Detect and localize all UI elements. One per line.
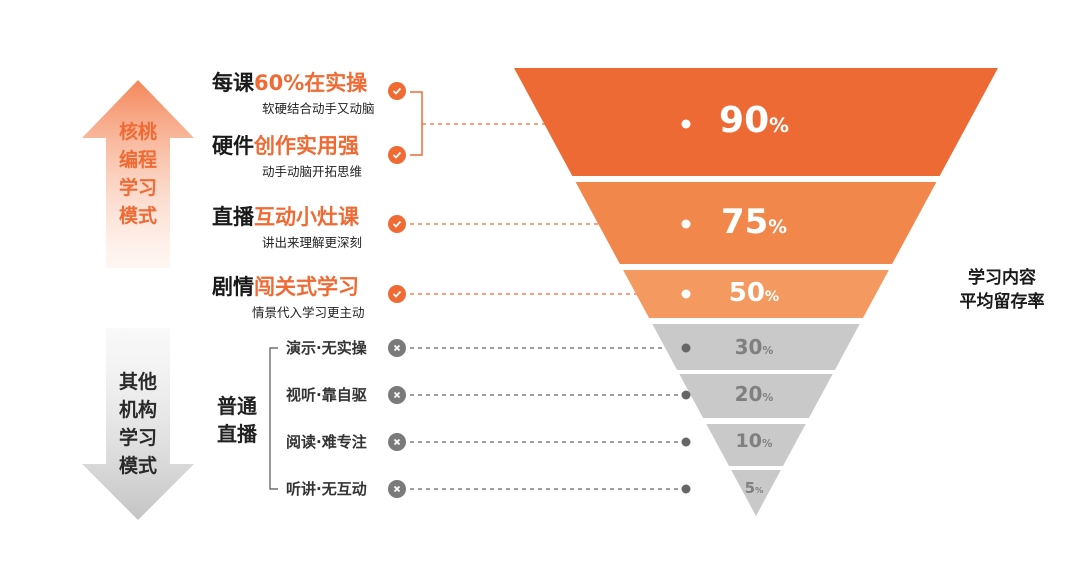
feature-highlight: 互动小灶课 <box>254 205 359 229</box>
feature-title: 直播互动小灶课 <box>212 204 359 230</box>
funnel-unit: % <box>762 344 774 357</box>
funnel-unit: % <box>768 217 788 238</box>
funnel-band <box>652 324 860 370</box>
check-icon <box>388 146 406 164</box>
funnel-value: 75 <box>720 202 769 242</box>
funnel-value-label: 10% <box>684 430 824 452</box>
top-arrow-label: 核桃 编程 学习 模式 <box>98 118 178 230</box>
normal-item-label: 演示·无实操 <box>286 339 367 357</box>
funnel-unit: % <box>769 114 789 137</box>
normal-group-line: 直播 <box>217 422 257 446</box>
retention-rate-line: 平均留存率 <box>959 292 1045 312</box>
normal-group-label: 普通 直播 <box>212 392 262 448</box>
check-icon <box>388 82 406 100</box>
funnel-band <box>679 374 833 418</box>
feature-title: 每课60%在实操 <box>212 70 367 96</box>
bracket <box>410 91 423 156</box>
funnel-value-label: 75% <box>684 202 824 242</box>
cross-icon <box>388 339 406 357</box>
feature-title: 剧情闯关式学习 <box>212 274 359 300</box>
funnel-value: 50 <box>728 278 765 308</box>
normal-item-label: 视听·靠自驱 <box>286 386 367 404</box>
funnel-unit: % <box>761 438 773 450</box>
funnel-band <box>706 424 806 466</box>
funnel-unit: % <box>764 289 780 305</box>
check-icon <box>388 215 406 233</box>
funnel-value: 90 <box>719 100 770 141</box>
funnel-value: 5 <box>744 479 756 497</box>
feature-prefix: 硬件 <box>212 134 254 158</box>
feature-highlight: 60%在实操 <box>254 71 368 95</box>
bottom-arrow-line: 学习 <box>118 427 157 449</box>
connector-dot <box>681 390 691 400</box>
funnel-band <box>731 470 781 516</box>
normal-item-label: 听讲·无互动 <box>286 480 367 498</box>
down-arrow <box>82 328 194 520</box>
normal-group-line: 普通 <box>217 394 257 418</box>
connector-dot <box>681 343 691 353</box>
connector-dot <box>681 484 691 494</box>
funnel-value: 10 <box>735 430 762 452</box>
funnel-value: 20 <box>734 382 763 406</box>
bottom-arrow-line: 模式 <box>118 455 157 477</box>
funnel-value-label: 90% <box>684 100 824 141</box>
top-arrow-line: 学习 <box>118 177 157 199</box>
retention-rate-line: 学习内容 <box>968 268 1036 288</box>
funnel-band <box>575 182 937 264</box>
bottom-arrow-line: 其他 <box>118 371 157 393</box>
funnel-unit: % <box>755 485 764 495</box>
connector-dot <box>681 437 691 447</box>
funnel-band <box>623 270 889 318</box>
feature-title: 硬件创作实用强 <box>212 133 359 159</box>
cross-icon <box>388 480 406 498</box>
bottom-arrow-line: 机构 <box>118 399 157 421</box>
feature-prefix: 剧情 <box>212 275 254 299</box>
normal-item-label: 阅读·难专注 <box>286 433 367 451</box>
connector-dot <box>681 119 691 129</box>
normal-bracket <box>269 347 278 490</box>
funnel-unit: % <box>762 391 774 404</box>
funnel <box>514 68 998 516</box>
cross-icon <box>388 386 406 404</box>
funnel-band <box>514 68 998 176</box>
top-arrow-line: 模式 <box>118 205 157 227</box>
cross-icon <box>388 433 406 451</box>
up-arrow <box>82 80 194 268</box>
feature-subtitle: 动手动脑开拓思维 <box>262 164 363 179</box>
funnel-value-label: 20% <box>684 382 824 406</box>
feature-highlight: 闯关式学习 <box>254 275 359 299</box>
feature-prefix: 每课 <box>212 71 254 95</box>
feature-prefix: 直播 <box>212 205 254 229</box>
funnel-value: 30 <box>734 335 763 359</box>
funnel-value-label: 30% <box>684 335 824 359</box>
top-arrow-line: 核桃 <box>118 121 157 143</box>
bottom-arrow-label: 其他 机构 学习 模式 <box>98 368 178 480</box>
feature-highlight: 创作实用强 <box>254 134 359 158</box>
connector-dot <box>681 219 691 229</box>
feature-subtitle: 情景代入学习更主动 <box>252 305 365 320</box>
check-icon <box>388 285 406 303</box>
funnel-value-label: 50% <box>684 278 824 308</box>
funnel-value-label: 5% <box>684 479 824 497</box>
feature-subtitle: 软硬结合动手又动脑 <box>262 101 375 116</box>
feature-subtitle: 讲出来理解更深刻 <box>262 235 363 250</box>
retention-rate-label: 学习内容 平均留存率 <box>942 266 1062 314</box>
top-arrow-line: 编程 <box>118 149 157 171</box>
connector-dot <box>681 289 691 299</box>
